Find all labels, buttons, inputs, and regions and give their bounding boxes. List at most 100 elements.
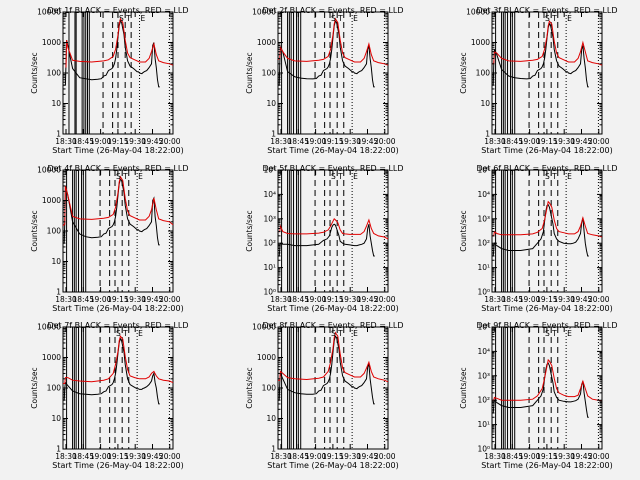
y-tick-label: 10000 bbox=[37, 166, 61, 175]
x-tick-label: 18:30 bbox=[55, 137, 77, 146]
y-tick-label: 10⁴ bbox=[477, 190, 490, 199]
x-tick-label: 18:30 bbox=[270, 295, 292, 304]
x-tick-label: 20:00 bbox=[374, 295, 396, 304]
series-line-lld bbox=[277, 17, 389, 66]
x-tick-label: 19:30 bbox=[553, 452, 575, 461]
x-tick-label: 19:00 bbox=[90, 452, 112, 461]
chart-title: Det 4f BLACK = Events, RED = LLD bbox=[47, 164, 188, 173]
chart-title: Det 3f BLACK = Events, RED = LLD bbox=[476, 6, 617, 15]
x-axis-label: Start Time (26-May-04 18:22:00) bbox=[267, 304, 398, 313]
x-tick-label: 19:45 bbox=[571, 137, 593, 146]
y-tick-label: 1000 bbox=[42, 196, 61, 205]
interval-marker-label: T bbox=[125, 14, 131, 23]
x-tick-label: 19:00 bbox=[519, 452, 541, 461]
y-axis-label: Counts/sec bbox=[459, 367, 468, 408]
chart-panel-3: S T E11010010001000018:3018:4519:0019:1519… bbox=[459, 6, 618, 155]
series-line-events bbox=[63, 337, 160, 405]
x-tick-label: 19:15 bbox=[107, 295, 129, 304]
y-tick-label: 10² bbox=[477, 239, 490, 248]
y-tick-label: 10⁵ bbox=[477, 166, 490, 175]
interval-marker-label: S bbox=[331, 329, 336, 338]
interval-marker-label: T bbox=[337, 329, 343, 338]
y-tick-label: 10² bbox=[263, 239, 276, 248]
y-axis-label: Counts/sec bbox=[30, 52, 39, 93]
y-tick-label: 10 bbox=[51, 99, 61, 108]
y-tick-label: 1 bbox=[271, 130, 276, 139]
x-tick-label: 18:45 bbox=[287, 295, 309, 304]
x-tick-label: 20:00 bbox=[588, 295, 610, 304]
x-tick-label: 19:30 bbox=[339, 452, 361, 461]
interval-marker-label: S bbox=[331, 14, 336, 23]
x-tick-label: 19:45 bbox=[357, 137, 379, 146]
y-tick-label: 10 bbox=[51, 257, 61, 266]
x-tick-label: 19:00 bbox=[519, 295, 541, 304]
x-axis-label: Start Time (26-May-04 18:22:00) bbox=[267, 461, 398, 470]
series-line-lld bbox=[62, 175, 174, 226]
y-tick-label: 10⁰ bbox=[477, 288, 490, 297]
y-tick-label: 10³ bbox=[477, 214, 490, 223]
chart-title: Det 8f BLACK = Events, RED = LLD bbox=[262, 321, 403, 330]
x-axis-label: Start Time (26-May-04 18:22:00) bbox=[52, 461, 183, 470]
x-tick-label: 18:45 bbox=[72, 295, 94, 304]
x-tick-label: 18:45 bbox=[287, 452, 309, 461]
y-tick-label: 10 bbox=[266, 414, 276, 423]
x-tick-label: 18:45 bbox=[501, 137, 523, 146]
y-tick-label: 1000 bbox=[471, 38, 490, 47]
x-axis-label: Start Time (26-May-04 18:22:00) bbox=[481, 304, 612, 313]
x-tick-label: 19:30 bbox=[124, 295, 146, 304]
x-tick-label: 19:15 bbox=[536, 137, 558, 146]
y-tick-label: 10⁴ bbox=[263, 190, 276, 199]
series-line-lld bbox=[492, 358, 603, 402]
series-line-events bbox=[278, 223, 375, 257]
y-axis-label: Counts/sec bbox=[30, 210, 39, 251]
interval-marker-label: S bbox=[545, 329, 550, 338]
y-tick-label: 10¹ bbox=[477, 420, 490, 429]
interval-marker-label: S bbox=[331, 172, 336, 181]
x-tick-label: 19:30 bbox=[124, 137, 146, 146]
x-tick-label: 18:30 bbox=[484, 295, 506, 304]
x-tick-label: 19:30 bbox=[339, 137, 361, 146]
x-axis-label: Start Time (26-May-04 18:22:00) bbox=[481, 461, 612, 470]
x-tick-label: 20:00 bbox=[159, 137, 181, 146]
series-line-events bbox=[278, 20, 375, 88]
y-tick-label: 1 bbox=[56, 130, 61, 139]
series-line-lld bbox=[65, 17, 174, 68]
series-line-lld bbox=[492, 20, 603, 66]
y-tick-label: 100 bbox=[47, 227, 62, 236]
chart-title: Det 5f BLACK = Events, RED = LLD bbox=[262, 164, 403, 173]
x-tick-label: 19:15 bbox=[322, 137, 344, 146]
chart-panel-4: S T E11010010001000018:3018:4519:0019:1519… bbox=[30, 164, 189, 313]
y-tick-label: 10⁵ bbox=[477, 323, 490, 332]
y-tick-label: 10⁰ bbox=[477, 445, 490, 454]
interval-marker-label: T bbox=[551, 172, 557, 181]
series-line-lld bbox=[278, 331, 389, 383]
interval-marker-label: T bbox=[337, 172, 343, 181]
series-line-events bbox=[63, 178, 160, 246]
y-tick-label: 100 bbox=[262, 69, 277, 78]
y-tick-label: 1000 bbox=[257, 38, 276, 47]
interval-marker-label: S bbox=[545, 14, 550, 23]
x-tick-label: 19:30 bbox=[553, 295, 575, 304]
x-tick-label: 19:15 bbox=[536, 295, 558, 304]
interval-marker-label: E bbox=[138, 172, 143, 181]
chart-title: Det 1f BLACK = Events, RED = LLD bbox=[47, 6, 188, 15]
chart-panel-6: S T E 10⁰ 10¹ 10² 10³ 10⁴ 10⁵ 18:3018:4519:0019:1… bbox=[459, 164, 618, 313]
y-axis-label: Counts/sec bbox=[30, 367, 39, 408]
interval-marker-label: E bbox=[138, 329, 143, 338]
x-tick-label: 19:00 bbox=[519, 137, 541, 146]
x-tick-label: 19:30 bbox=[553, 137, 575, 146]
y-tick-label: 10⁰ bbox=[263, 288, 276, 297]
x-tick-label: 19:45 bbox=[142, 452, 164, 461]
x-tick-label: 18:30 bbox=[484, 137, 506, 146]
x-tick-label: 20:00 bbox=[588, 452, 610, 461]
chart-panel-5: S T E 10⁰ 10¹ 10² 10³ 10⁴ 10⁵ 18:3018:4519:0019:1… bbox=[245, 164, 404, 313]
interval-marker-label: S bbox=[116, 329, 121, 338]
x-tick-label: 19:45 bbox=[357, 295, 379, 304]
x-tick-label: 19:00 bbox=[90, 137, 112, 146]
x-tick-label: 19:30 bbox=[124, 452, 146, 461]
chart-panel-8: S T E11010010001000018:3018:4519:0019:1519… bbox=[245, 321, 404, 470]
chart-panel-9: S T E 10⁰ 10¹ 10² 10³ 10⁴ 10⁵ 18:3018:4519:0019:1… bbox=[459, 321, 618, 470]
x-tick-label: 19:45 bbox=[142, 137, 164, 146]
y-tick-label: 10⁴ bbox=[477, 347, 490, 356]
